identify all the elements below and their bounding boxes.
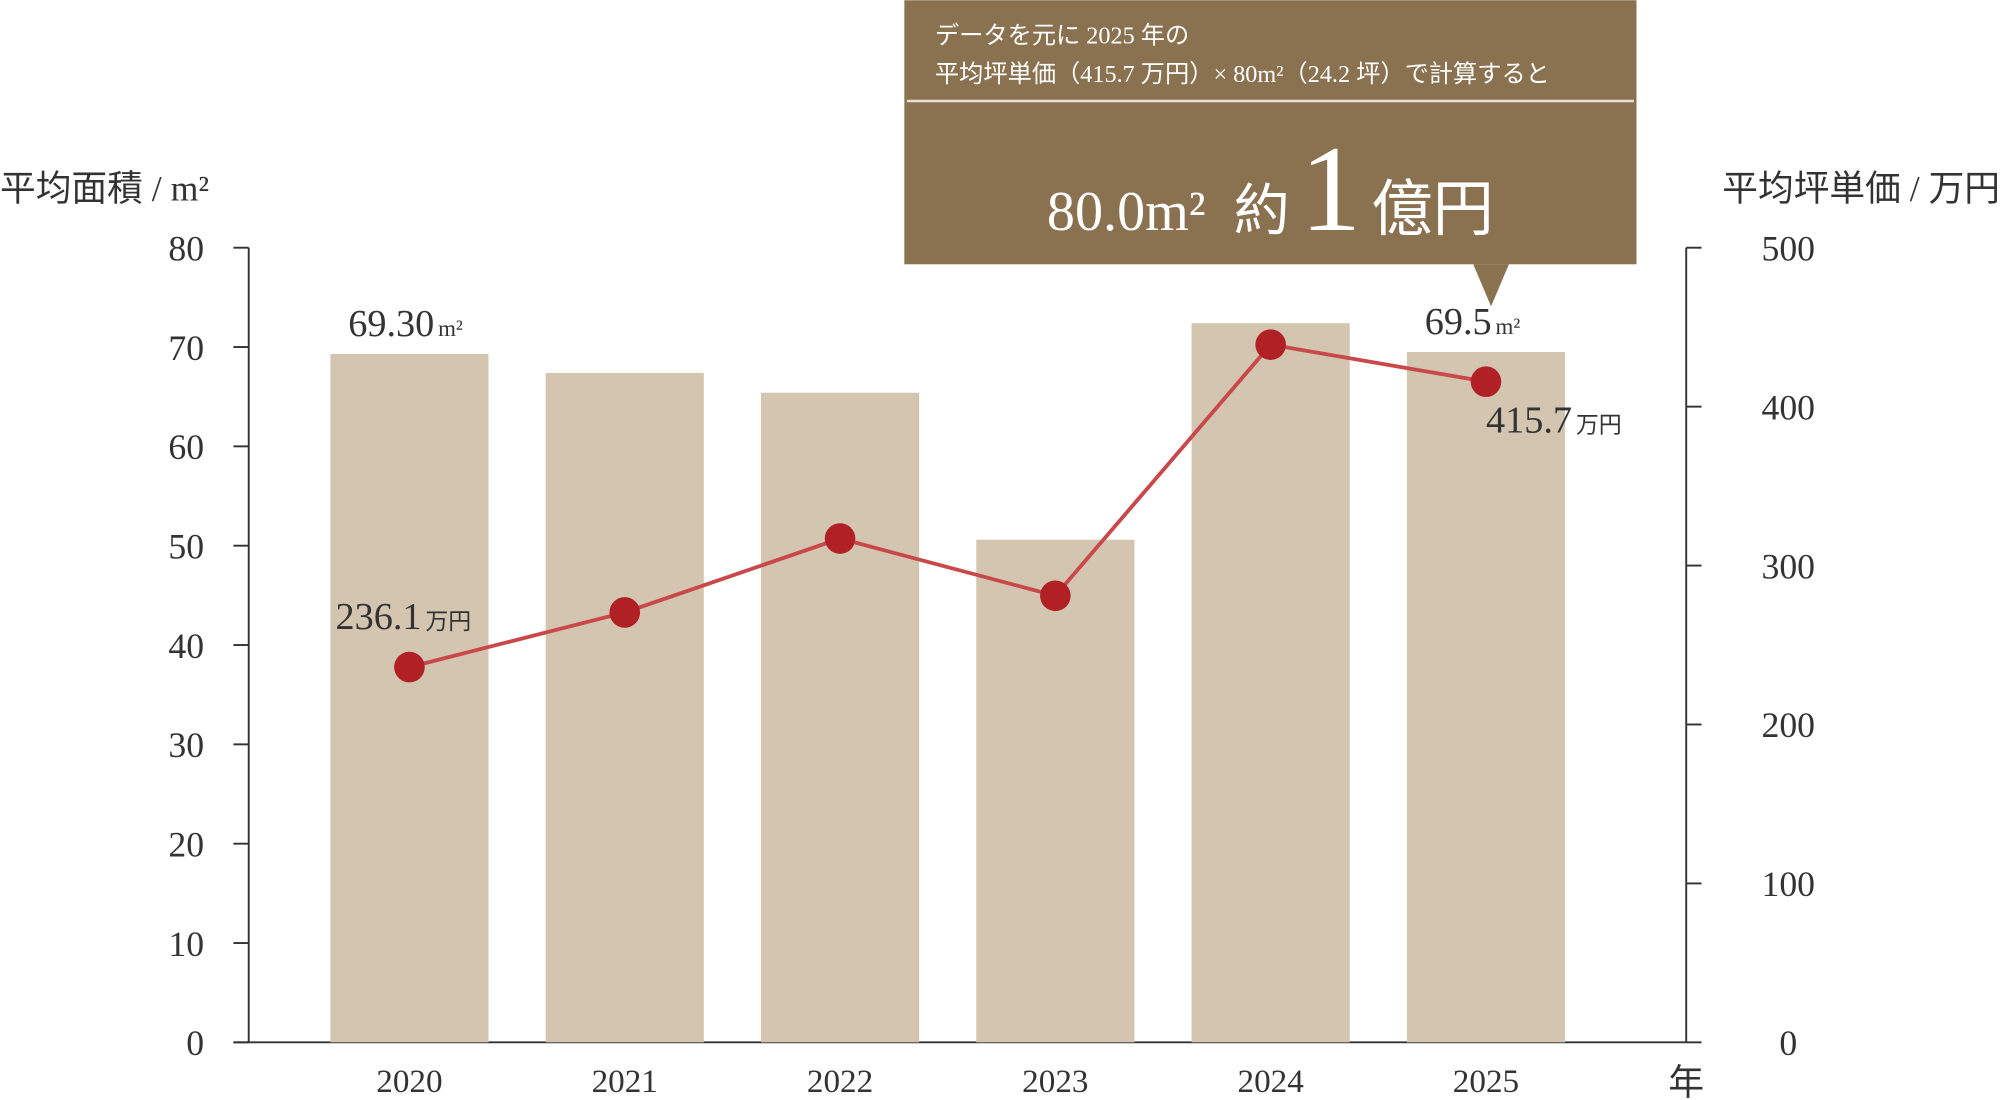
line-value-label-value: 415.7 (1486, 400, 1572, 442)
callout-box (904, 0, 1637, 265)
line-value-label-unit: 万円 (1576, 413, 1622, 438)
line-point (824, 523, 856, 554)
line-point (1470, 366, 1502, 397)
line-point (1040, 580, 1071, 612)
bar-value-label-value: 69.30 (348, 303, 434, 345)
y-tick-label: 10 (168, 924, 204, 964)
bar-value-label-unit: m² (438, 316, 463, 341)
x-tick-label: 2021 (592, 1063, 658, 1100)
y2-tick-label: 100 (1761, 864, 1815, 904)
x-tick-label: 2024 (1238, 1063, 1305, 1100)
bar (1191, 323, 1350, 1043)
x-tick-label: 2022 (807, 1063, 873, 1100)
line-point (609, 597, 641, 628)
callout-area: 80.0m² (1047, 181, 1206, 243)
line-value-label: 236.1 万円 (335, 596, 471, 638)
bar-value-label-unit: m² (1496, 314, 1521, 339)
y-tick-label: 80 (168, 228, 204, 268)
line (408, 342, 1487, 669)
x-tick-label: 2025 (1453, 1063, 1519, 1100)
y2-tick-label: 300 (1761, 546, 1815, 586)
callout-approx: 約 (1234, 181, 1290, 243)
bar (760, 392, 920, 1043)
callout-number: 1 (1300, 122, 1361, 257)
y-tick-label: 0 (186, 1023, 204, 1063)
bar-value-label: 69.5 m² (1425, 301, 1521, 343)
bar (330, 353, 489, 1043)
x-tick-label: 2020 (376, 1063, 442, 1100)
line-value-label: 415.7 万円 (1486, 400, 1622, 442)
line-value-label-value: 236.1 (335, 596, 421, 638)
y2-tick-label: 500 (1761, 228, 1815, 268)
y-tick-label: 40 (168, 626, 204, 666)
y-tick-label: 50 (168, 526, 204, 566)
bar-value-label: 69.30 m² (348, 303, 463, 345)
y2-axis-title: 平均坪単価 / 万円 (1722, 169, 2000, 209)
callout-pointer (1473, 264, 1509, 307)
bar-value-label-value: 69.5 (1425, 301, 1492, 343)
line-point (1255, 329, 1286, 360)
x-suffix: 年 (1668, 1063, 1704, 1100)
y2-tick-label: 0 (1779, 1023, 1797, 1063)
callout-line: 平均坪単価（415.7 万円）× 80m²（24.2 坪）で計算すると (935, 61, 1550, 88)
callout-headline: 80.0m² 約 1 億円 (1047, 122, 1494, 257)
y2-tick-label: 200 (1761, 705, 1815, 745)
callout-line: データを元に 2025 年の (935, 23, 1189, 50)
bar (976, 539, 1135, 1043)
y-axis-title: 平均面積 / m² (0, 169, 209, 209)
bar (545, 372, 704, 1043)
y-tick-label: 30 (168, 725, 204, 765)
callout-unit: 億円 (1371, 176, 1493, 244)
x-tick-label: 2023 (1022, 1063, 1088, 1100)
bar (1406, 352, 1566, 1043)
y2-tick-label: 400 (1761, 387, 1815, 427)
line-value-label-unit: 万円 (425, 609, 471, 634)
line-point (394, 651, 425, 683)
y-tick-label: 70 (168, 328, 204, 368)
y-tick-label: 20 (168, 824, 204, 864)
y-tick-label: 60 (168, 427, 204, 467)
